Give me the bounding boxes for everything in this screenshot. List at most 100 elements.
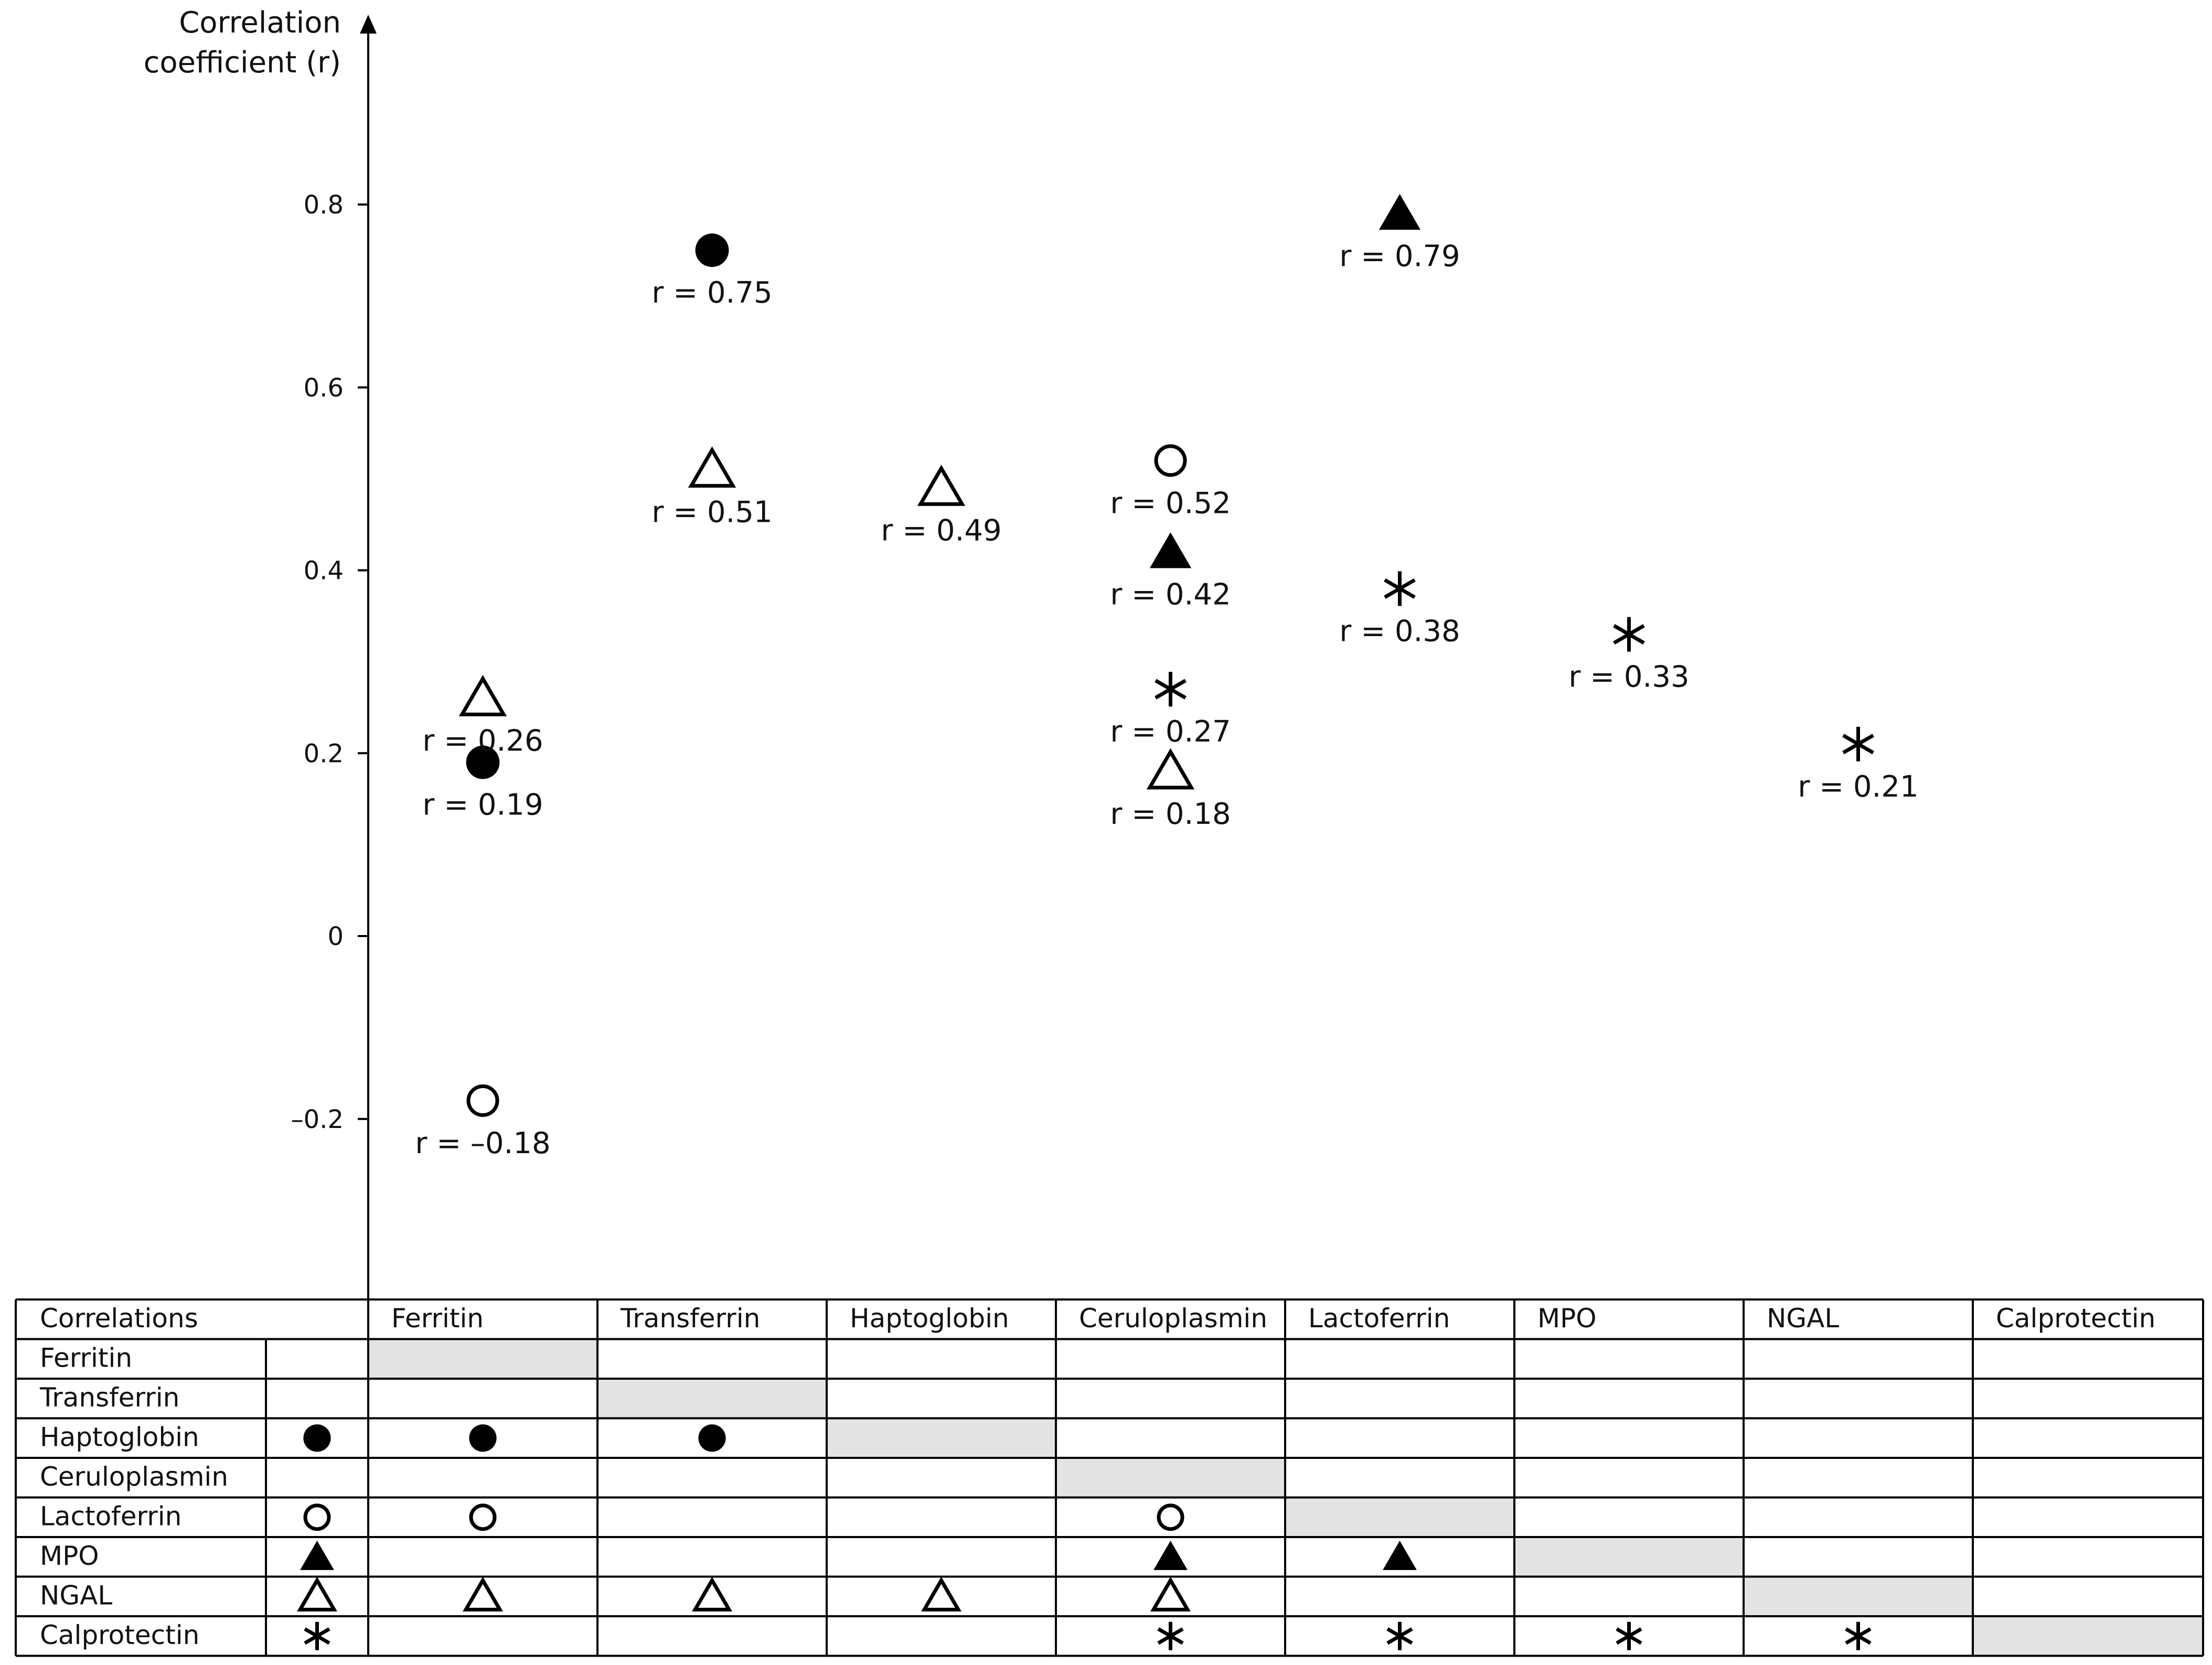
table-header-correlations: Correlations xyxy=(40,1303,198,1334)
data-label: r = 0.42 xyxy=(1110,578,1231,612)
table-marker-ngal-ceruloplasmin xyxy=(1150,1576,1191,1612)
data-label: r = 0.18 xyxy=(1110,797,1231,831)
diagonal-cell xyxy=(1285,1497,1514,1537)
diagonal-cell xyxy=(1744,1576,1973,1616)
legend-marker-haptoglobin-shape xyxy=(303,1424,331,1452)
table-row-label: Ceruloplasmin xyxy=(40,1462,228,1492)
table-marker-ngal-haptoglobin-shape xyxy=(921,1576,961,1612)
data-label: r = 0.27 xyxy=(1110,715,1231,749)
data-point-calprotectin-ngal-stroke xyxy=(1842,734,1874,755)
table-row-label: MPO xyxy=(40,1541,99,1571)
data-point-haptoglobin-transferrin-shape xyxy=(695,233,729,267)
data-point-calprotectin-mpo-stroke xyxy=(1613,624,1645,645)
data-point-haptoglobin-transferrin xyxy=(695,233,729,267)
data-point-ngal-haptoglobin-shape xyxy=(917,465,966,506)
data-label: r = 0.49 xyxy=(881,514,1001,548)
data-label: r = 0.52 xyxy=(1110,486,1231,520)
table-marker-calprotectin-ceruloplasmin xyxy=(1157,1621,1184,1650)
table-marker-ngal-transferrin-shape xyxy=(692,1576,732,1612)
diagonal-cell xyxy=(597,1379,827,1419)
table-marker-calprotectin-lactoferrin-stroke xyxy=(1386,1627,1413,1645)
table-marker-calprotectin-ngal xyxy=(1845,1621,1872,1650)
table-marker-mpo-lactoferrin xyxy=(1383,1541,1417,1570)
legend-marker-lactoferrin xyxy=(303,1503,331,1531)
diagonal-cell xyxy=(1056,1458,1285,1498)
data-point-lactoferrin-ferritin xyxy=(466,1084,499,1117)
legend-marker-calprotectin xyxy=(304,1621,330,1650)
diagonal-cell xyxy=(1514,1537,1744,1577)
table-marker-calprotectin-ceruloplasmin-stroke xyxy=(1157,1627,1184,1645)
table-marker-mpo-lactoferrin-shape xyxy=(1383,1541,1417,1570)
table-marker-haptoglobin-ferritin xyxy=(469,1424,497,1452)
data-point-mpo-ceruloplasmin-shape xyxy=(1149,532,1192,568)
table-row-label: NGAL xyxy=(40,1581,112,1611)
table-marker-lactoferrin-ferritin xyxy=(469,1503,497,1531)
table-marker-ngal-ferritin-shape xyxy=(463,1576,503,1612)
table-column-header: NGAL xyxy=(1767,1303,1839,1334)
y-tick-label: 0.6 xyxy=(304,373,344,403)
legend-marker-ngal xyxy=(297,1576,337,1612)
data-point-calprotectin-ceruloplasmin-stroke xyxy=(1155,679,1187,700)
table-marker-ngal-ceruloplasmin-shape xyxy=(1150,1576,1191,1612)
legend-marker-mpo-shape xyxy=(300,1541,334,1570)
data-label: r = 0.51 xyxy=(651,496,772,530)
data-label: r = 0.33 xyxy=(1568,660,1689,694)
table-column-header: Lactoferrin xyxy=(1308,1303,1450,1334)
data-point-ngal-ceruloplasmin-shape xyxy=(1146,748,1195,790)
y-tick-label: –0.2 xyxy=(291,1105,344,1134)
data-point-calprotectin-mpo xyxy=(1613,617,1645,652)
legend-marker-ngal-shape xyxy=(297,1576,337,1612)
y-tick-label: 0.4 xyxy=(304,556,344,586)
diagonal-cell xyxy=(1973,1616,2202,1656)
legend-marker-calprotectin-stroke xyxy=(304,1627,330,1645)
table-marker-calprotectin-mpo-stroke xyxy=(1616,1627,1642,1645)
table-column-header: Ceruloplasmin xyxy=(1079,1303,1267,1334)
table-marker-calprotectin-ngal-stroke xyxy=(1845,1627,1872,1645)
y-axis-title-line1: Correlation xyxy=(179,6,341,40)
data-point-mpo-lactoferrin xyxy=(1379,194,1421,230)
y-tick-label: 0.8 xyxy=(304,190,344,220)
data-point-lactoferrin-ferritin-shape xyxy=(466,1084,499,1117)
table-row-label: Calprotectin xyxy=(40,1620,199,1650)
table-marker-ngal-ferritin xyxy=(463,1576,503,1612)
table-column-header: Haptoglobin xyxy=(850,1303,1009,1334)
table-marker-haptoglobin-transferrin xyxy=(698,1424,726,1452)
diagonal-cell xyxy=(827,1418,1056,1458)
data-label: r = 0.19 xyxy=(422,788,543,822)
data-point-ngal-ferritin xyxy=(458,675,507,716)
data-label: r = 0.79 xyxy=(1339,239,1460,273)
data-point-haptoglobin-ferritin xyxy=(466,745,500,779)
table-column-header: Ferritin xyxy=(391,1303,484,1334)
table-marker-calprotectin-lactoferrin xyxy=(1386,1621,1413,1650)
y-axis-arrow-icon xyxy=(360,15,377,34)
table-column-header: Calprotectin xyxy=(1996,1303,2155,1334)
data-point-lactoferrin-ceruloplasmin-shape xyxy=(1154,444,1187,477)
table-row-label: Haptoglobin xyxy=(40,1422,199,1453)
data-point-mpo-ceruloplasmin xyxy=(1149,532,1192,568)
data-point-calprotectin-ceruloplasmin xyxy=(1155,672,1187,707)
data-label: r = 0.75 xyxy=(651,276,772,310)
table-marker-ngal-haptoglobin xyxy=(921,1576,961,1612)
data-label: r = –0.18 xyxy=(415,1126,550,1161)
table-row-label: Lactoferrin xyxy=(40,1501,181,1532)
data-point-calprotectin-lactoferrin-stroke xyxy=(1384,578,1416,599)
data-point-ngal-transferrin-shape xyxy=(688,446,736,488)
data-label: r = 0.38 xyxy=(1339,614,1460,648)
plot-area: Correlation coefficient (r) 0.8 0.6 0.4 0.2 0 –… xyxy=(144,6,1919,1299)
table-marker-lactoferrin-ferritin-shape xyxy=(469,1503,497,1531)
table-marker-mpo-ceruloplasmin xyxy=(1153,1541,1188,1570)
data-point-ngal-ceruloplasmin xyxy=(1146,748,1195,790)
data-point-ngal-transferrin xyxy=(688,446,736,488)
y-tick-label: 0.2 xyxy=(304,739,344,768)
table-row-label: Transferrin xyxy=(39,1382,179,1413)
data-point-calprotectin-ngal xyxy=(1842,726,1874,761)
table-column-header: Transferrin xyxy=(620,1303,760,1334)
diagonal-cell xyxy=(368,1339,597,1379)
table-marker-lactoferrin-ceruloplasmin xyxy=(1157,1503,1184,1531)
y-axis-title-line2: coefficient (r) xyxy=(144,46,341,80)
legend-marker-mpo xyxy=(300,1541,334,1570)
data-point-haptoglobin-ferritin-shape xyxy=(466,745,500,779)
legend-marker-lactoferrin-shape xyxy=(303,1503,331,1531)
data-point-calprotectin-lactoferrin xyxy=(1384,571,1416,606)
data-label: r = 0.21 xyxy=(1798,770,1918,804)
